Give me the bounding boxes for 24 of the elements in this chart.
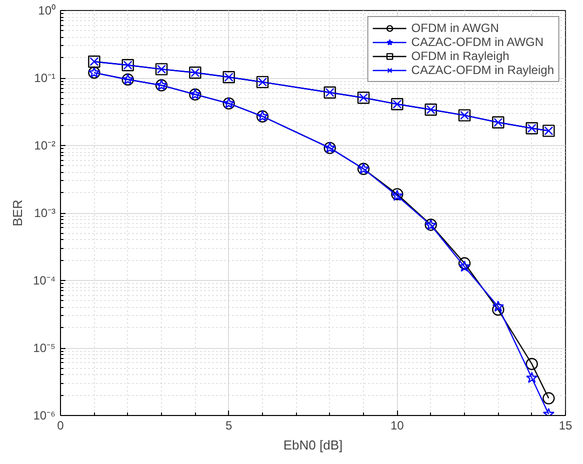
y-axis-title: BER (10, 200, 25, 226)
y-tick-label: 10⁻⁶ (33, 408, 56, 422)
point (492, 304, 504, 316)
y-tick-label: 10⁰ (38, 4, 56, 18)
y-tick-label: 10⁻¹ (34, 71, 56, 85)
y-tick-label: 10⁻³ (34, 206, 56, 220)
x-tick-label: 15 (558, 418, 572, 432)
y-tick-label: 10⁻² (34, 138, 56, 152)
legend-label: CAZAC-OFDM in Rayleigh (411, 63, 554, 77)
x-axis-title: EbN0 [dB] (283, 438, 343, 452)
y-tick-label: 10⁻⁵ (33, 341, 56, 355)
legend-label: OFDM in Rayleigh (411, 49, 510, 63)
point (526, 372, 538, 383)
x-tick-label: 0 (57, 418, 64, 432)
point (526, 358, 538, 370)
legend-label: OFDM in AWGN (411, 21, 499, 35)
point (458, 257, 471, 270)
x-tick-label: 5 (225, 418, 232, 432)
point (542, 392, 555, 404)
y-tick-label: 10⁻⁴ (32, 274, 56, 288)
legend-label: CAZAC-OFDM in AWGN (411, 35, 544, 49)
x-tick-label: 10 (390, 418, 404, 432)
point (492, 300, 504, 312)
point (458, 260, 470, 272)
